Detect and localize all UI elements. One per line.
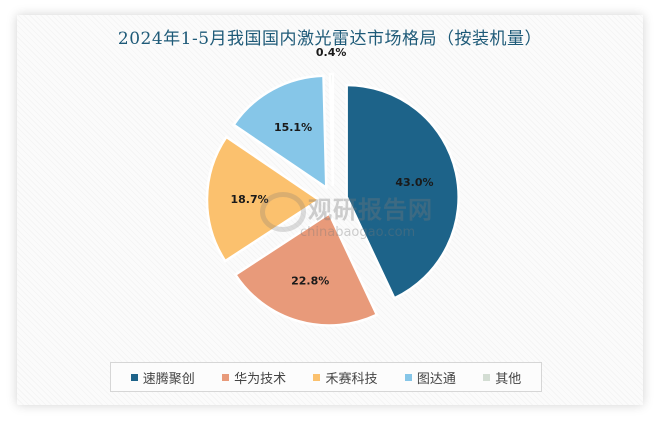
slice-label-3: 15.1% <box>274 121 312 134</box>
legend-item-3[interactable]: 图达通 <box>404 368 456 387</box>
legend-swatch-icon <box>130 373 138 381</box>
legend-swatch-icon <box>222 373 230 381</box>
watermark-logo-icon <box>260 192 306 232</box>
legend-item-0[interactable]: 速腾聚创 <box>130 368 195 387</box>
legend-swatch-icon <box>483 373 491 381</box>
pie-slice-1[interactable] <box>233 211 379 327</box>
pie-slice-3[interactable] <box>231 74 328 191</box>
legend-item-2[interactable]: 禾赛科技 <box>313 368 377 387</box>
watermark: 观研报告网 chinabaogao.com <box>260 190 433 240</box>
legend-swatch-icon <box>313 373 321 381</box>
slice-label-0: 43.0% <box>395 176 433 189</box>
chart-legend: 速腾聚创 华为技术 禾赛科技 图达通 其他 <box>110 362 542 392</box>
pie-slice-0[interactable] <box>345 83 460 300</box>
pie-slice-2[interactable] <box>205 135 322 263</box>
slice-label-2: 18.7% <box>230 193 268 206</box>
legend-item-4[interactable]: 其他 <box>483 368 521 387</box>
legend-item-1[interactable]: 华为技术 <box>222 368 286 387</box>
slice-label-1: 22.8% <box>291 274 329 287</box>
watermark-cn: 观研报告网 <box>308 196 433 224</box>
pie-slice-4[interactable] <box>328 72 335 187</box>
chart-title: 2024年1-5月我国国内激光雷达市场格局（按装机量） <box>117 29 543 49</box>
slice-label-4: 0.4% <box>316 46 347 59</box>
watermark-en: chinabaogao.com <box>300 225 416 240</box>
legend-swatch-icon <box>404 373 412 381</box>
